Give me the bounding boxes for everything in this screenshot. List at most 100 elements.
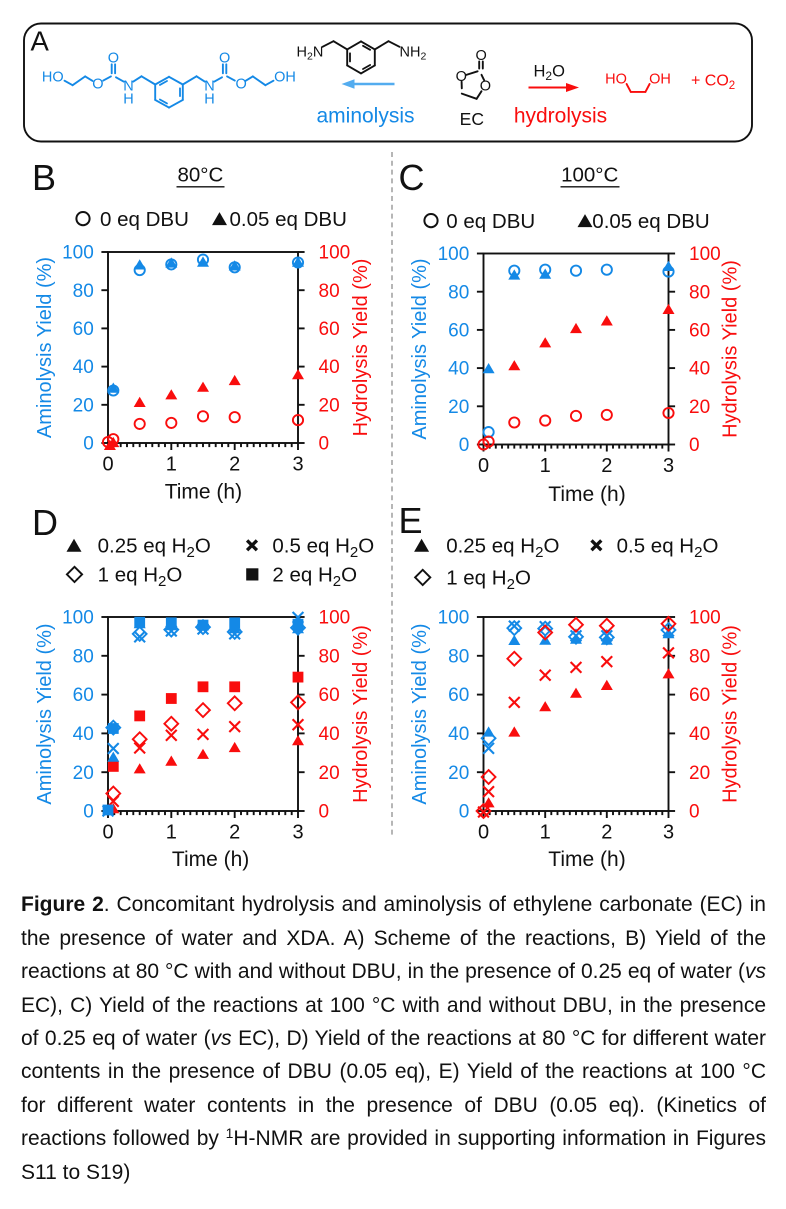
svg-text:C: C: [399, 157, 425, 198]
svg-text:3: 3: [292, 454, 303, 476]
svg-text:1: 1: [166, 822, 177, 844]
svg-text:60: 60: [73, 685, 94, 706]
svg-text:1 eq H2O: 1 eq H2O: [446, 567, 531, 594]
svg-text:80: 80: [689, 646, 710, 667]
svg-text:0.25 eq H2O: 0.25 eq H2O: [98, 535, 211, 562]
svg-text:0.5 eq H2O: 0.5 eq H2O: [272, 535, 374, 562]
svg-text:100: 100: [438, 608, 470, 629]
svg-text:Aminolysis Yield (%): Aminolysis Yield (%): [409, 623, 431, 804]
svg-text:20: 20: [73, 763, 94, 784]
svg-text:2: 2: [601, 455, 612, 477]
svg-text:1 eq H2O: 1 eq H2O: [98, 564, 183, 591]
svg-text:60: 60: [689, 321, 710, 342]
svg-text:B: B: [32, 157, 56, 198]
svg-text:2: 2: [229, 822, 240, 844]
svg-text:E: E: [399, 500, 423, 541]
svg-text:3: 3: [663, 822, 674, 844]
svg-text:Time (h): Time (h): [548, 483, 625, 506]
svg-text:N: N: [204, 78, 214, 94]
svg-text:Time (h): Time (h): [548, 848, 625, 871]
svg-text:60: 60: [73, 319, 94, 340]
svg-text:O: O: [92, 77, 103, 93]
svg-text:40: 40: [448, 724, 469, 745]
svg-text:20: 20: [448, 397, 469, 418]
svg-text:0 eq DBU: 0 eq DBU: [446, 210, 535, 233]
svg-text:O: O: [108, 51, 119, 67]
svg-text:40: 40: [319, 724, 340, 745]
svg-text:HO: HO: [605, 71, 627, 87]
svg-text:20: 20: [689, 397, 710, 418]
svg-text:0: 0: [459, 802, 470, 823]
svg-text:0 eq DBU: 0 eq DBU: [100, 208, 189, 231]
svg-text:80: 80: [73, 281, 94, 302]
svg-text:100: 100: [319, 608, 351, 629]
svg-text:O: O: [480, 79, 491, 95]
svg-text:H2N: H2N: [297, 45, 324, 63]
svg-text:0: 0: [689, 802, 700, 823]
svg-text:0: 0: [83, 802, 94, 823]
svg-text:0: 0: [102, 822, 113, 844]
svg-text:3: 3: [292, 822, 303, 844]
svg-text:20: 20: [73, 395, 94, 416]
svg-text:N: N: [123, 78, 133, 94]
svg-text:OH: OH: [274, 70, 296, 86]
svg-text:1: 1: [166, 454, 177, 476]
svg-text:H: H: [204, 91, 214, 107]
svg-text:0.25 eq H2O: 0.25 eq H2O: [446, 535, 559, 562]
svg-text:60: 60: [689, 685, 710, 706]
svg-text:2: 2: [601, 822, 612, 844]
svg-text:EC: EC: [460, 109, 484, 129]
svg-text:Aminolysis Yield (%): Aminolysis Yield (%): [34, 623, 56, 804]
svg-text:3: 3: [663, 455, 674, 477]
svg-text:80: 80: [319, 646, 340, 667]
svg-text:1: 1: [540, 822, 551, 844]
svg-text:80: 80: [689, 282, 710, 303]
svg-text:40: 40: [73, 357, 94, 378]
svg-text:0: 0: [478, 822, 489, 844]
svg-text:100: 100: [62, 243, 94, 264]
svg-text:80: 80: [448, 646, 469, 667]
svg-text:Time (h): Time (h): [172, 848, 249, 871]
svg-text:40: 40: [689, 359, 710, 380]
svg-text:OH: OH: [649, 71, 671, 87]
svg-text:100: 100: [689, 244, 721, 265]
svg-text:2: 2: [229, 454, 240, 476]
svg-text:60: 60: [448, 321, 469, 342]
svg-text:1: 1: [540, 455, 551, 477]
svg-text:40: 40: [319, 357, 340, 378]
svg-text:60: 60: [319, 685, 340, 706]
svg-text:A: A: [31, 26, 50, 57]
svg-text:0: 0: [689, 435, 700, 456]
svg-text:100°C: 100°C: [561, 164, 618, 187]
svg-text:O: O: [476, 48, 487, 64]
svg-text:HO: HO: [42, 70, 64, 86]
svg-text:40: 40: [689, 724, 710, 745]
svg-text:0.05 eq DBU: 0.05 eq DBU: [230, 208, 347, 231]
svg-text:80: 80: [319, 281, 340, 302]
svg-text:0.05 eq DBU: 0.05 eq DBU: [592, 210, 709, 233]
svg-text:0: 0: [83, 434, 94, 455]
svg-text:O: O: [236, 77, 247, 93]
svg-text:20: 20: [689, 763, 710, 784]
svg-text:80°C: 80°C: [177, 164, 223, 187]
svg-text:H: H: [123, 91, 133, 107]
svg-text:Hydrolysis Yield (%): Hydrolysis Yield (%): [350, 625, 372, 803]
svg-text:40: 40: [448, 359, 469, 380]
svg-text:20: 20: [319, 763, 340, 784]
svg-text:40: 40: [73, 724, 94, 745]
svg-text:20: 20: [319, 395, 340, 416]
svg-text:0: 0: [478, 455, 489, 477]
svg-text:60: 60: [448, 685, 469, 706]
svg-text:NH2: NH2: [400, 45, 427, 63]
svg-text:Hydrolysis Yield (%): Hydrolysis Yield (%): [720, 625, 742, 803]
svg-text:100: 100: [689, 608, 721, 629]
svg-text:0: 0: [319, 802, 330, 823]
svg-text:80: 80: [73, 646, 94, 667]
svg-text:Time (h): Time (h): [165, 481, 242, 504]
svg-text:20: 20: [448, 763, 469, 784]
svg-text:0.5 eq H2O: 0.5 eq H2O: [617, 535, 719, 562]
svg-text:O: O: [219, 51, 230, 67]
svg-text:D: D: [32, 502, 58, 543]
svg-text:Aminolysis Yield (%): Aminolysis Yield (%): [34, 257, 56, 438]
svg-text:Hydrolysis Yield (%): Hydrolysis Yield (%): [350, 259, 372, 437]
